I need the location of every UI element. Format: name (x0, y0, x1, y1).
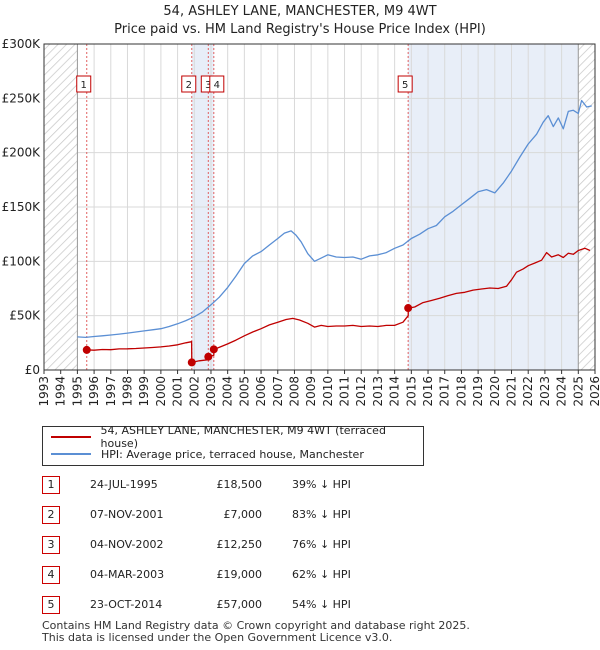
y-tick-label: £50K (9, 309, 41, 323)
legend-swatch-hpi (51, 453, 91, 455)
transaction-hpi: 83% ↓ HPI (292, 508, 351, 521)
footer: Contains HM Land Registry data © Crown c… (42, 620, 470, 644)
transaction-row: 4 04-MAR-2003 £19,000 62% ↓ HPI (42, 566, 462, 584)
transaction-number: 1 (42, 476, 60, 494)
y-tick-label: £0 (25, 363, 40, 377)
legend-item-property: 54, ASHLEY LANE, MANCHESTER, M9 4WT (ter… (51, 424, 423, 450)
chart-title: 54, ASHLEY LANE, MANCHESTER, M9 4WT (163, 4, 437, 19)
transaction-date: 24-JUL-1995 (90, 478, 158, 491)
x-tick-label: 1999 (137, 376, 151, 407)
x-tick-label: 2025 (571, 376, 585, 407)
transaction-number: 3 (42, 536, 60, 554)
legend-item-hpi: HPI: Average price, terraced house, Manc… (51, 446, 364, 462)
x-tick-label: 2018 (454, 376, 468, 407)
transaction-number: 4 (42, 566, 60, 584)
transaction-hpi: 54% ↓ HPI (292, 598, 351, 611)
marker-label-5: 5 (402, 80, 408, 91)
transaction-date: 04-NOV-2002 (90, 538, 164, 551)
transaction-number: 5 (42, 596, 60, 614)
marker-label-4: 4 (214, 80, 220, 91)
sale-point-4 (209, 345, 218, 354)
x-tick-label: 1993 (37, 376, 51, 407)
x-tick-label: 2014 (388, 376, 402, 407)
transaction-price: £18,500 (216, 478, 263, 491)
property-price-line (86, 247, 591, 364)
x-tick-label: 2003 (204, 376, 218, 407)
chart-subtitle: Price paid vs. HM Land Registry's House … (114, 22, 486, 37)
x-tick-label: 2006 (254, 376, 268, 407)
x-tick-label: 2010 (321, 376, 335, 407)
x-tick-label: 2024 (555, 376, 569, 407)
x-tick-label: 2001 (171, 376, 185, 407)
x-tick-label: 2021 (505, 376, 519, 407)
x-tick-label: 2023 (538, 376, 552, 407)
x-tick-label: 2020 (488, 376, 502, 407)
transaction-row: 1 24-JUL-1995 £18,500 39% ↓ HPI (42, 476, 462, 494)
x-tick-label: 2005 (237, 376, 251, 407)
footer-licence: This data is licensed under the Open Gov… (42, 631, 393, 644)
x-tick-label: 2007 (271, 376, 285, 407)
x-tick-label: 1995 (70, 376, 84, 407)
hatched-region-after (578, 44, 595, 370)
x-tick-label: 2012 (354, 376, 368, 407)
marker-box-5 (397, 75, 413, 93)
y-tick-label: £250K (2, 91, 42, 105)
sale-point-2 (187, 358, 196, 367)
marker-label-2: 2 (186, 80, 192, 91)
transaction-row: 2 07-NOV-2001 £7,000 83% ↓ HPI (42, 506, 462, 524)
sale-point-3 (204, 352, 213, 361)
sale-point-5 (404, 304, 413, 313)
transaction-hpi: 62% ↓ HPI (292, 568, 351, 581)
transaction-hpi: 39% ↓ HPI (292, 478, 351, 491)
plot-frame (43, 43, 596, 371)
transaction-price: £12,250 (216, 538, 263, 551)
x-tick-label: 2009 (304, 376, 318, 407)
x-tick-label: 2002 (187, 376, 201, 407)
x-tick-label: 2004 (221, 376, 235, 407)
marker-box-4 (209, 75, 225, 93)
transaction-price: £19,000 (216, 568, 263, 581)
x-tick-label: 2017 (438, 376, 452, 407)
sale-point-1 (82, 345, 91, 354)
transaction-price: £57,000 (216, 598, 263, 611)
x-tick-label: 1998 (120, 376, 134, 407)
footer-copyright: Contains HM Land Registry data © Crown c… (42, 619, 470, 632)
legend-swatch-property (51, 436, 91, 438)
x-tick-label: 1996 (87, 376, 101, 407)
transaction-price: £7,000 (223, 508, 263, 521)
y-tick-label: £150K (2, 200, 42, 214)
x-tick-label: 2022 (521, 376, 535, 407)
transaction-date: 23-OCT-2014 (90, 598, 163, 611)
transaction-row: 3 04-NOV-2002 £12,250 76% ↓ HPI (42, 536, 462, 554)
x-tick-label: 2015 (404, 376, 418, 407)
y-tick-label: £300K (2, 37, 42, 51)
legend-label-hpi: HPI: Average price, terraced house, Manc… (101, 447, 364, 461)
hatched-region-before (44, 44, 78, 370)
x-tick-label: 1997 (104, 376, 118, 407)
transaction-row: 5 23-OCT-2014 £57,000 54% ↓ HPI (42, 596, 462, 614)
transaction-hpi: 76% ↓ HPI (292, 538, 351, 551)
legend-label-property: 54, ASHLEY LANE, MANCHESTER, M9 4WT (ter… (100, 424, 386, 450)
x-tick-label: 2008 (287, 376, 301, 407)
marker-box-2 (181, 75, 197, 93)
transaction-number: 2 (42, 506, 60, 524)
marker-label-3: 3 (205, 80, 211, 91)
marker-box-1 (76, 75, 92, 93)
legend: 54, ASHLEY LANE, MANCHESTER, M9 4WT (ter… (42, 424, 424, 466)
x-tick-label: 2019 (471, 376, 485, 407)
x-tick-label: 1994 (54, 376, 68, 407)
transaction-date: 04-MAR-2003 (90, 568, 165, 581)
hpi-line (77, 99, 592, 339)
y-tick-label: £200K (2, 146, 42, 160)
x-tick-label: 2000 (154, 376, 168, 407)
y-tick-label: £100K (2, 254, 42, 268)
x-tick-label: 2026 (588, 376, 600, 407)
transaction-date: 07-NOV-2001 (90, 508, 164, 521)
x-tick-label: 2016 (421, 376, 435, 407)
marker-label-1: 1 (81, 80, 87, 91)
x-tick-label: 2011 (338, 376, 352, 407)
x-tick-label: 2013 (371, 376, 385, 407)
